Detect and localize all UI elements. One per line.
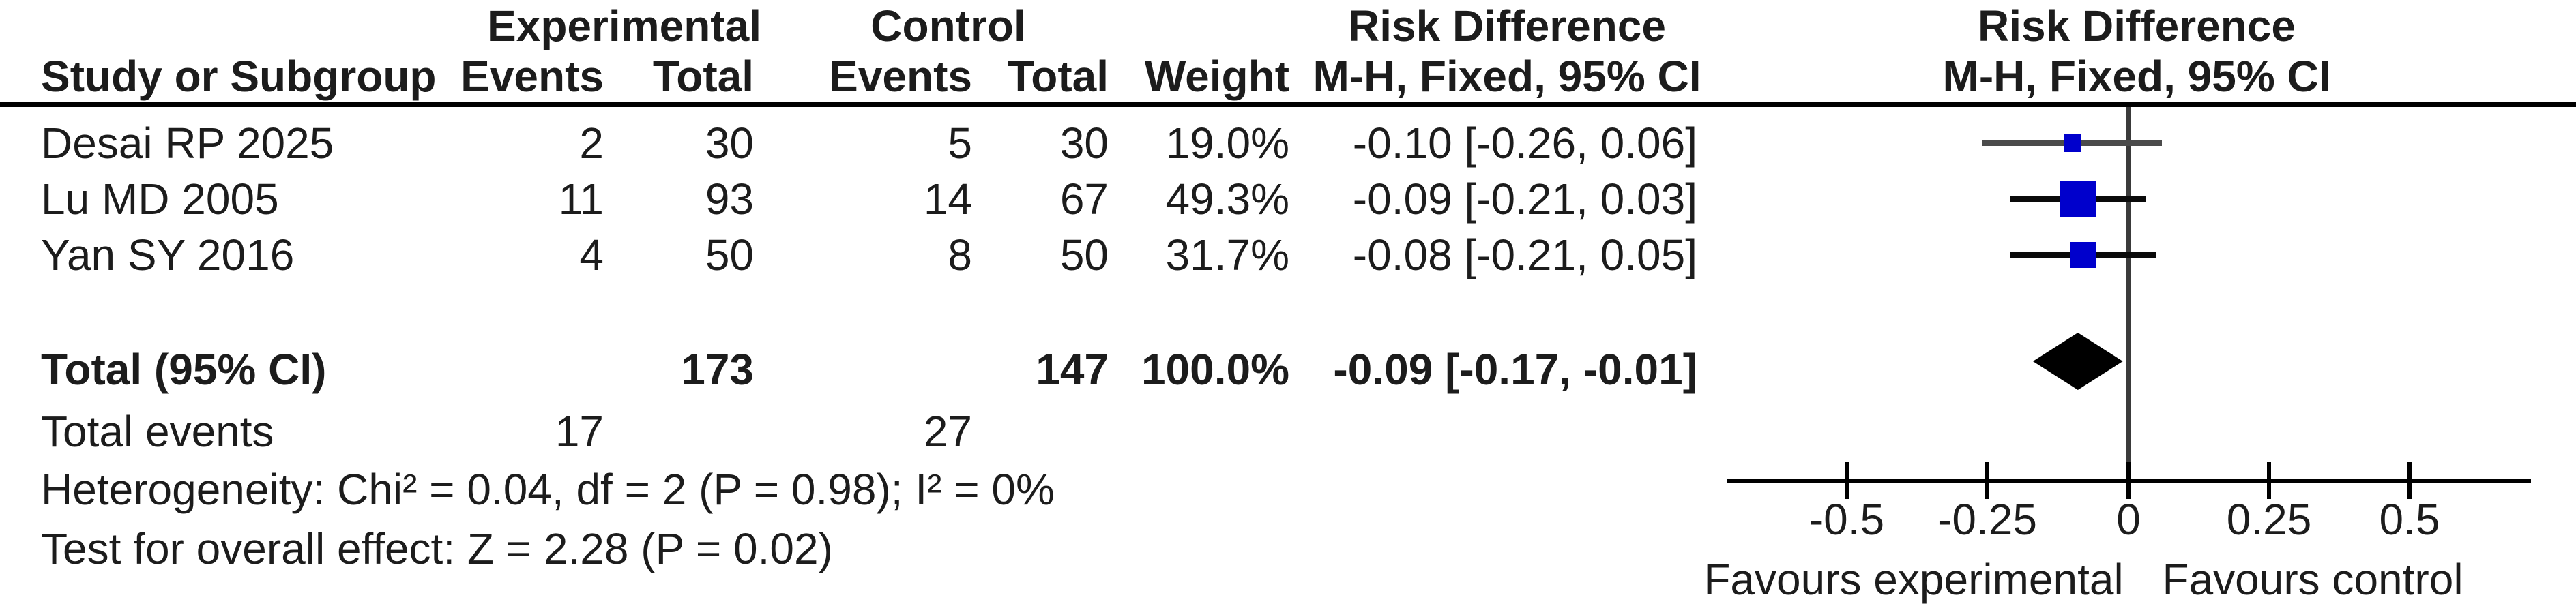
axis-tick-label: 0 [2116,495,2141,544]
total-diamond [2032,333,2123,390]
axis-tick-label: -0.25 [1937,495,2037,544]
weight-cell: 49.3% [1165,175,1289,224]
total-ctrl-total: 147 [1036,345,1109,394]
header-group-risk-difference-plot: Risk Difference [1978,1,2296,50]
study-label: Desai RP 2025 [41,119,334,168]
axis-tick [1985,462,1989,499]
header-group-experimental: Experimental [487,1,761,50]
exp-events-cell: 2 [579,119,604,168]
header-ci-table: M-H, Fixed, 95% CI [1313,52,1701,101]
exp-events-cell: 4 [579,230,604,279]
total-weight: 100.0% [1141,345,1289,394]
total-ci: -0.09 [-0.17, -0.01] [1333,345,1697,394]
axis-tick [2407,462,2412,499]
exp-total-cell: 93 [705,175,754,224]
ctrl-total-cell: 30 [1059,119,1109,168]
axis-tick [2126,462,2131,499]
weight-square [2063,134,2081,152]
axis-tick [1845,462,1849,499]
axis-tick-label: 0.25 [2226,495,2312,544]
header-ctrl-total: Total [1007,52,1109,101]
axis-tick-label: -0.5 [1809,495,1885,544]
zero-effect-line [2126,107,2131,481]
overall-effect-stat: Test for overall effect: Z = 2.28 (P = 0… [41,524,833,573]
ctrl-events-cell: 8 [948,230,972,279]
total-exp-total: 173 [681,345,754,394]
ci-cell: -0.08 [-0.21, 0.05] [1352,230,1697,279]
axis-tick-label: 0.5 [2379,495,2440,544]
weight-cell: 31.7% [1165,230,1289,279]
header-ci-plot: M-H, Fixed, 95% CI [1942,52,2331,101]
exp-total-cell: 30 [705,119,754,168]
total-events-label: Total events [41,407,274,456]
header-exp-events: Events [460,52,604,101]
header-group-control: Control [870,1,1026,50]
header-ctrl-events: Events [829,52,972,101]
weight-cell: 19.0% [1165,119,1289,168]
axis-tick [2267,462,2271,499]
total-events-ctrl: 27 [923,407,972,456]
ctrl-events-cell: 5 [948,119,972,168]
header-study-or-subgroup: Study or Subgroup [41,52,437,101]
total-label: Total (95% CI) [41,345,327,394]
ctrl-total-cell: 50 [1059,230,1109,279]
header-exp-total: Total [652,52,754,101]
header-rule [0,102,2576,107]
heterogeneity-stat: Heterogeneity: Chi² = 0.04, df = 2 (P = … [41,465,1055,514]
weight-square [2070,242,2097,268]
ctrl-total-cell: 67 [1059,175,1109,224]
favours-experimental-label: Favours experimental [1703,555,2124,604]
favours-control-label: Favours control [2162,555,2463,604]
ci-cell: -0.09 [-0.21, 0.03] [1352,175,1697,224]
header-weight: Weight [1144,52,1289,101]
total-events-exp: 17 [555,407,604,456]
ctrl-events-cell: 14 [923,175,972,224]
study-label: Lu MD 2005 [41,175,279,224]
header-group-risk-difference: Risk Difference [1348,1,1666,50]
study-label: Yan SY 2016 [41,230,295,279]
exp-total-cell: 50 [705,230,754,279]
exp-events-cell: 11 [558,175,604,224]
weight-square [2060,181,2096,217]
ci-cell: -0.10 [-0.26, 0.06] [1352,119,1697,168]
